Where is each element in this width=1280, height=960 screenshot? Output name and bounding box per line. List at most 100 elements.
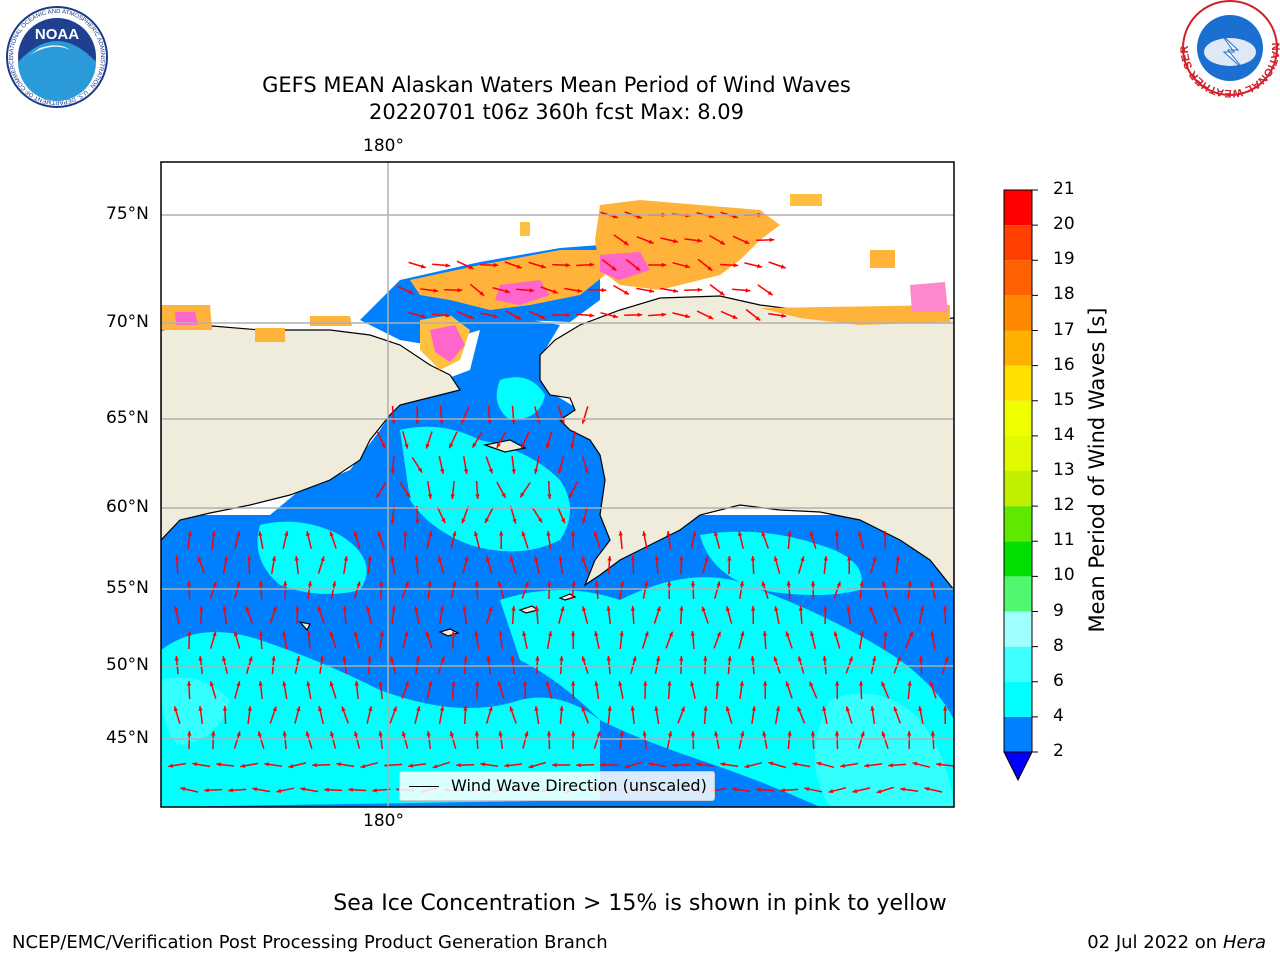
wave-direction-arrowhead [522, 631, 527, 637]
wave-direction-arrowhead [546, 731, 552, 736]
wave-direction-arrowhead [594, 631, 599, 637]
wave-direction-arrowhead [679, 656, 684, 661]
wave-direction-arrowhead [236, 531, 241, 537]
wave-direction-arrowhead [258, 681, 263, 686]
wave-direction-arrowhead [439, 606, 445, 611]
wave-direction-arrowhead [619, 581, 625, 586]
wave-direction-arrowhead [679, 556, 684, 561]
wave-direction-arrowhead [545, 443, 550, 449]
wave-direction-arrowhead [547, 581, 552, 586]
wave-direction-arrowhead [601, 287, 607, 293]
wave-direction-arrowhead [479, 291, 485, 296]
wave-direction-arrowhead [840, 763, 846, 768]
wave-direction-arrowhead [501, 492, 506, 498]
colorbar-tick-label: 9 [1053, 600, 1064, 621]
wave-direction-arrowhead [209, 681, 214, 687]
wave-direction-arrowhead [619, 631, 624, 636]
legend-label: Wind Wave Direction (unscaled) [451, 776, 707, 795]
wave-direction-arrowhead [847, 556, 852, 561]
lat-label-55: 55°N [106, 578, 149, 598]
wave-direction-arrowhead [474, 531, 479, 537]
land [161, 295, 954, 637]
wave-direction-arrowhead [930, 581, 935, 587]
wave-direction-arrowhead [252, 787, 258, 792]
wave-direction-arrowhead [649, 288, 655, 293]
wave-direction-arrowhead [186, 581, 192, 586]
colorbar-bin [1004, 190, 1032, 226]
wave-direction-arrowhead [644, 581, 649, 586]
wave-direction-arrowhead [570, 444, 575, 449]
wave-direction-arrowhead [199, 606, 204, 611]
lon-label-bottom: 180° [363, 811, 404, 831]
wave-direction-arrowhead [329, 531, 334, 537]
colorbar-tick-label: 11 [1053, 530, 1075, 551]
wave-direction-arrowhead [828, 789, 834, 794]
wave-direction-arrowhead [781, 313, 787, 318]
wave-direction-arrowhead [488, 468, 493, 474]
colorbar-tick-label: 8 [1053, 635, 1064, 656]
colorbar-bin [1004, 330, 1032, 366]
footer-date-text: 02 Jul 2022 on [1087, 932, 1223, 953]
wave-direction-arrowhead [881, 681, 886, 687]
wave-direction-arrowhead [685, 264, 690, 269]
wave-direction-arrowhead [433, 288, 439, 293]
footer-date: 02 Jul 2022 on Hera [1087, 932, 1266, 953]
wave-direction-arrowhead [888, 763, 893, 768]
wave-direction-arrowhead [593, 531, 598, 537]
wave-direction-arrowhead [648, 239, 654, 244]
wave-direction-arrowhead [545, 681, 551, 687]
wave-direction-arrowhead [673, 288, 679, 293]
wave-direction-arrowhead [320, 556, 325, 562]
wave-direction-arrowhead [581, 656, 586, 662]
noaa-logo: NOAA NATIONAL OCEANIC AND ATMOSPHERIC AD… [6, 6, 108, 108]
wave-direction-arrowhead [666, 531, 671, 536]
wave-direction-arrowhead [496, 442, 501, 448]
wave-direction-arrowhead [211, 531, 216, 536]
colorbar-label: Mean Period of Wind Waves [s] [1085, 307, 1109, 633]
wave-direction-arrowhead [414, 556, 419, 561]
wave-direction-arrowhead [445, 313, 451, 318]
wave-direction-arrowhead [425, 631, 430, 637]
wave-direction-arrowhead [248, 656, 253, 662]
wave-direction-arrowhead [606, 606, 611, 611]
wave-direction-arrowhead [912, 761, 918, 766]
wave-direction-arrowhead [432, 764, 438, 769]
lat-label-65: 65°N [106, 408, 149, 428]
wave-direction-arrowhead [497, 681, 502, 687]
wave-direction-arrowhead [833, 631, 838, 637]
wave-direction-arrowhead [557, 468, 562, 474]
wave-direction-arrowhead [798, 606, 803, 611]
wave-direction-arrowhead [667, 681, 672, 686]
wave-direction-arrowhead [872, 656, 877, 661]
lon-label-top: 180° [363, 136, 404, 156]
wave-direction-arrowhead [857, 531, 863, 537]
wave-direction-arrowhead [258, 631, 264, 636]
wave-direction-arrowhead [452, 581, 457, 587]
wave-direction-arrowhead [780, 788, 785, 793]
colorbar-bin [1004, 541, 1032, 577]
wave-direction-arrowhead [697, 287, 703, 292]
colorbar-tick-label: 14 [1053, 424, 1075, 445]
wave-direction-arrowhead [198, 706, 203, 711]
lat-label-60: 60°N [106, 497, 149, 517]
wave-direction-arrowhead [740, 631, 745, 637]
legend-line-icon [409, 786, 439, 787]
wave-direction-arrowhead [869, 606, 874, 612]
wave-direction-arrowhead [560, 606, 565, 612]
wave-direction-arrowhead [516, 264, 522, 269]
wave-direction-arrowhead [187, 731, 192, 736]
wave-direction-arrowhead [792, 762, 798, 767]
wave-direction-arrowhead [623, 240, 629, 246]
wave-direction-arrowhead [654, 706, 659, 711]
wave-direction-arrowhead [929, 681, 934, 687]
wave-direction-arrowhead [738, 531, 743, 537]
wave-direction-arrowhead [661, 312, 667, 317]
wave-direction-arrowhead [536, 418, 541, 424]
wave-direction-arrowhead [187, 631, 192, 636]
wave-direction-arrowhead [486, 656, 491, 661]
wave-direction-arrowhead [690, 731, 696, 736]
nws-logo-ring-text: NATIONAL WEATHER SERVICE [0, 0, 1280, 99]
wave-direction-arrowhead [576, 763, 581, 768]
wave-direction-arrowhead [716, 581, 721, 587]
wave-direction-arrowhead [475, 494, 480, 499]
